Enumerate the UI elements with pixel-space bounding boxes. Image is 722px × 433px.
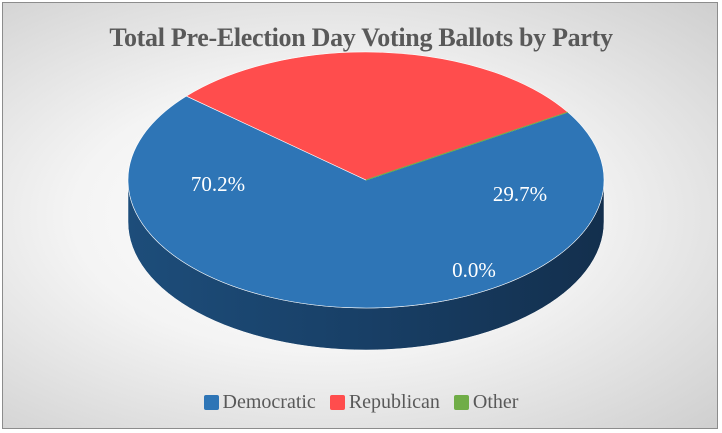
legend-swatch-other bbox=[453, 395, 469, 410]
chart-frame: Total Pre-Election Day Voting Ballots by… bbox=[2, 2, 718, 429]
legend-item-democratic: Democratic bbox=[203, 391, 316, 414]
data-label-other: 0.0% bbox=[452, 258, 496, 282]
legend-item-other: Other bbox=[453, 391, 519, 414]
legend: Democratic Republican Other bbox=[3, 391, 717, 414]
chart-title: Total Pre-Election Day Voting Ballots by… bbox=[109, 23, 613, 52]
pie-slice-republican bbox=[185, 51, 569, 181]
legend-label-other: Other bbox=[472, 391, 519, 413]
legend-item-republican: Republican bbox=[329, 391, 440, 414]
legend-swatch-democratic bbox=[203, 395, 219, 410]
legend-label-democratic: Democratic bbox=[222, 391, 316, 413]
pie-chart: 70.2% 29.7% 0.0% bbox=[127, 51, 605, 351]
legend-swatch-republican bbox=[329, 395, 345, 410]
data-label-republican: 29.7% bbox=[493, 182, 547, 206]
pie-slice-democratic bbox=[127, 95, 605, 309]
legend-label-republican: Republican bbox=[348, 391, 440, 413]
pie-label-layer: 70.2% 29.7% 0.0% bbox=[191, 172, 547, 282]
data-label-democratic: 70.2% bbox=[191, 172, 245, 196]
pie-top-layer bbox=[127, 51, 605, 309]
pie-slice-other bbox=[365, 111, 568, 181]
